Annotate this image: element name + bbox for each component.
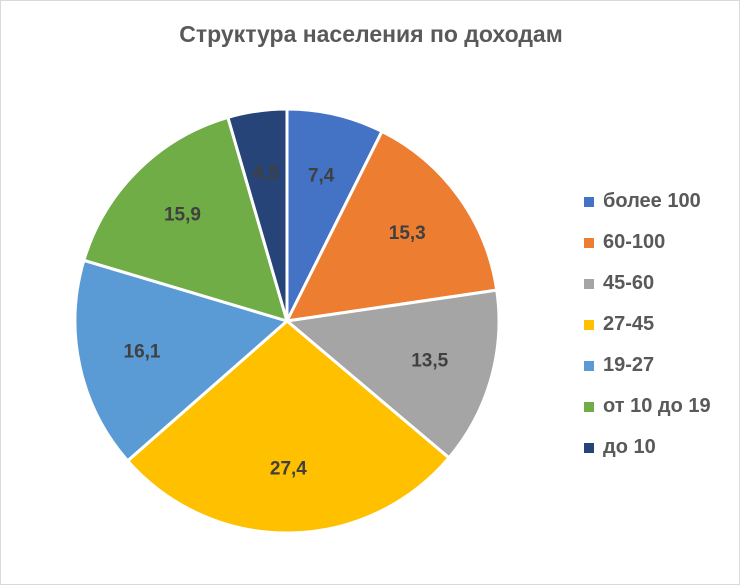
- data-label-5: 16,1: [124, 342, 161, 363]
- legend-label-6: от 10 до 19: [603, 395, 711, 417]
- legend-swatch-6: [584, 401, 594, 412]
- legend-swatch-2: [584, 237, 594, 248]
- legend-label-3: 45-60: [603, 272, 655, 294]
- legend-label-2: 60-100: [603, 231, 666, 253]
- legend-swatch-1: [584, 196, 594, 207]
- pie-slice-6: [82, 115, 289, 323]
- legend-item-2: 60-100: [584, 222, 734, 263]
- pie-slice-4: [126, 319, 451, 535]
- data-label-7: 4,5: [253, 163, 280, 184]
- legend-label-1: более 100: [603, 190, 701, 212]
- pie-slice-7: [226, 107, 289, 323]
- legend-swatch-5: [584, 360, 594, 371]
- legend-label-7: до 10: [603, 436, 656, 458]
- pie-data-labels: 7,4 15,3 13,5 27,4 16,1 15,9 4,5: [124, 163, 449, 479]
- data-label-6: 15,9: [164, 205, 201, 226]
- data-label-2: 15,3: [389, 223, 426, 244]
- legend-item-1: более 100: [584, 181, 734, 222]
- legend-item-3: 45-60: [584, 263, 734, 304]
- pie-slice-3: [285, 288, 501, 460]
- legend: более 100 60-100 45-60 27-45 19-27 от 10 до 1…: [584, 181, 734, 468]
- data-label-4: 27,4: [270, 458, 307, 479]
- legend-item-6: от 10 до 19: [584, 386, 734, 427]
- pie-slice-1: [285, 107, 384, 323]
- legend-item-7: до 10: [584, 427, 734, 468]
- data-label-3: 13,5: [411, 351, 448, 372]
- pie-slice-2: [285, 129, 499, 323]
- legend-swatch-7: [584, 442, 594, 453]
- pie-slice-5: [73, 258, 289, 463]
- data-label-1: 7,4: [308, 166, 335, 187]
- legend-label-4: 27-45: [603, 313, 655, 335]
- chart-title: Структура населения по доходам: [179, 21, 563, 47]
- legend-swatch-4: [584, 319, 594, 330]
- legend-item-5: 19-27: [584, 345, 734, 386]
- legend-label-5: 19-27: [603, 354, 655, 376]
- legend-item-4: 27-45: [584, 304, 734, 345]
- legend-swatch-3: [584, 278, 594, 289]
- pie-slices: [73, 107, 501, 535]
